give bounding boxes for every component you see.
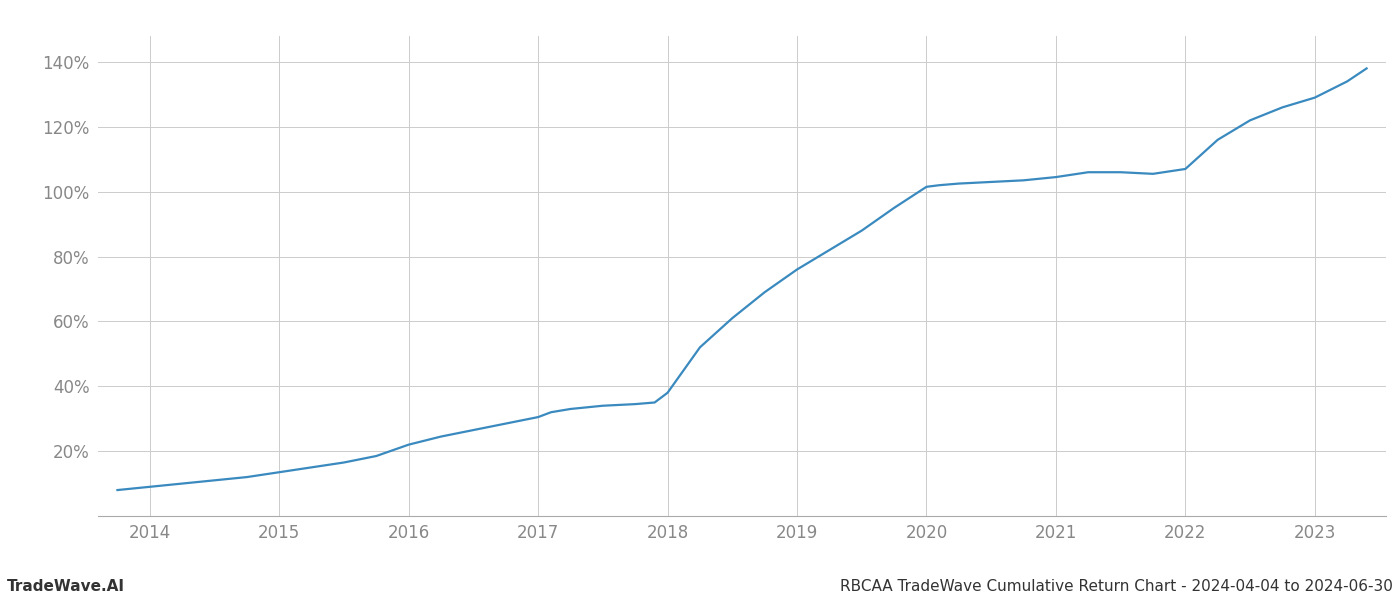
- Text: RBCAA TradeWave Cumulative Return Chart - 2024-04-04 to 2024-06-30: RBCAA TradeWave Cumulative Return Chart …: [840, 579, 1393, 594]
- Text: TradeWave.AI: TradeWave.AI: [7, 579, 125, 594]
